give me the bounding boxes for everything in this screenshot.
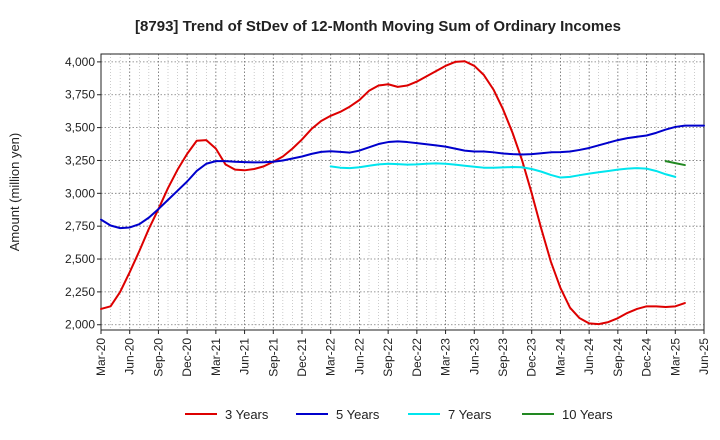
x-tick-label: Mar-24 xyxy=(553,338,567,376)
x-tick-label: Mar-23 xyxy=(439,338,453,376)
x-tick-label: Jun-24 xyxy=(582,338,596,375)
x-axis: Mar-20 Jun-20 Sep-20 Dec-20 Mar-21 Jun-21 Sep-… xyxy=(94,330,711,377)
x-tick-label: Mar-22 xyxy=(324,338,338,376)
plot-frame xyxy=(100,53,705,331)
x-tick-label: Mar-25 xyxy=(668,338,682,376)
x-tick-label: Sep-23 xyxy=(496,338,510,377)
y-tick-label: 3,250 xyxy=(65,153,95,167)
x-tick-label: Dec-20 xyxy=(180,338,194,377)
series-line-7-years xyxy=(329,162,677,179)
y-tick-label: 2,500 xyxy=(65,252,95,266)
y-axis-label: Amount (million yen) xyxy=(7,133,22,252)
x-tick-label: Mar-21 xyxy=(209,338,223,376)
x-tick-label: Mar-20 xyxy=(94,338,108,376)
chart-title: [8793] Trend of StDev of 12-Month Moving… xyxy=(135,18,621,35)
legend-label-3-years: 3 Years xyxy=(225,407,269,422)
legend-label-7-years: 7 Years xyxy=(448,407,492,422)
y-tick-label: 2,750 xyxy=(65,219,95,233)
series-line-5-years xyxy=(100,124,705,230)
y-tick-label: 3,750 xyxy=(65,88,95,102)
legend-label-5-years: 5 Years xyxy=(336,407,380,422)
y-tick-label: 4,000 xyxy=(65,55,95,69)
x-tick-label: Dec-22 xyxy=(410,338,424,377)
series-line-10-years xyxy=(664,160,686,167)
legend-label-10-years: 10 Years xyxy=(562,407,613,422)
grid xyxy=(100,54,705,330)
x-tick-label: Dec-23 xyxy=(525,338,539,377)
series-line-3-years xyxy=(100,60,686,326)
y-tick-label: 3,000 xyxy=(65,186,95,200)
x-tick-label: Dec-21 xyxy=(295,338,309,377)
x-tick-label: Sep-21 xyxy=(266,338,280,377)
x-tick-label: Jun-21 xyxy=(238,338,252,375)
x-tick-label: Jun-25 xyxy=(697,338,711,375)
y-axis: 2,000 2,250 2,500 2,750 3,000 3,250 3,500 3,750… xyxy=(65,55,101,332)
x-tick-label: Sep-24 xyxy=(611,338,625,377)
x-tick-label: Jun-20 xyxy=(123,338,137,375)
x-tick-label: Jun-22 xyxy=(352,338,366,375)
legend: 3 Years 5 Years 7 Years 10 Years xyxy=(185,407,613,422)
x-tick-label: Sep-20 xyxy=(151,338,165,377)
y-tick-label: 2,250 xyxy=(65,285,95,299)
y-tick-label: 2,000 xyxy=(65,318,95,332)
x-tick-label: Dec-24 xyxy=(640,338,654,377)
x-tick-label: Jun-23 xyxy=(467,338,481,375)
x-tick-label: Sep-22 xyxy=(381,338,395,377)
y-tick-label: 3,500 xyxy=(65,121,95,135)
series-group xyxy=(100,60,705,326)
